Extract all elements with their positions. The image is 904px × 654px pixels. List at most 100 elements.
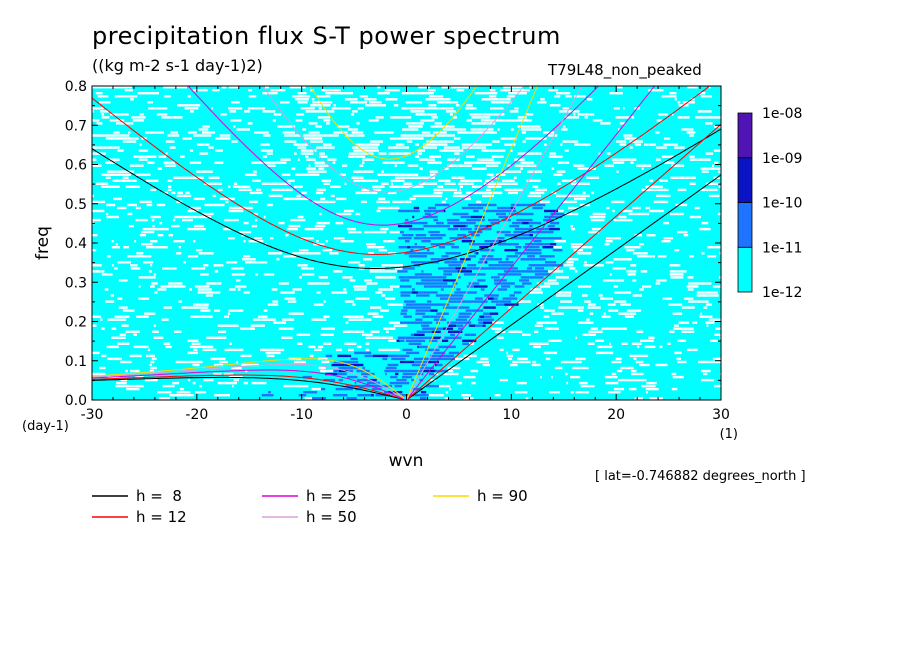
- spectrum-cell: [347, 375, 355, 379]
- spectrum-cell: [708, 188, 718, 192]
- spectrum-cell: [270, 237, 274, 240]
- spectrum-cell: [127, 122, 134, 125]
- spectrum-cell: [584, 300, 591, 303]
- spectrum-cell: [488, 297, 494, 300]
- spectrum-cell: [433, 218, 439, 222]
- spectrum-cell: [684, 321, 689, 324]
- spectrum-cell: [333, 270, 341, 273]
- spectrum-cell: [205, 294, 213, 297]
- spectrum-cell: [326, 122, 330, 125]
- spectrum-cell: [151, 357, 157, 361]
- spectrum-cell: [194, 285, 210, 288]
- spectrum-cell: [506, 354, 513, 358]
- spectrum-cell: [671, 387, 678, 391]
- spectrum-cell: [446, 267, 456, 270]
- spectrum-cell: [529, 291, 543, 294]
- spectrum-cell: [620, 366, 634, 370]
- spectrum-cell: [266, 164, 276, 167]
- spectrum-cell: [556, 294, 571, 297]
- spectrum-cell: [481, 149, 493, 152]
- spectrum-cell: [423, 291, 438, 294]
- spectrum-cell: [501, 285, 506, 288]
- spectrum-cell: [493, 276, 498, 279]
- spectrum-cell: [472, 146, 487, 149]
- spectrum-cell: [555, 276, 569, 279]
- spectrum-cell: [136, 315, 146, 318]
- spectrum-cell: [237, 348, 244, 352]
- spectrum-cell: [310, 140, 324, 143]
- spectrum-cell: [300, 107, 315, 110]
- spectrum-cell: [378, 288, 393, 291]
- spectrum-cell: [157, 234, 164, 237]
- spectrum-cell: [372, 185, 380, 188]
- spectrum-cell: [661, 95, 677, 98]
- spectrum-cell: [689, 182, 696, 185]
- spectrum-cell: [388, 206, 400, 210]
- spectrum-cell: [345, 387, 353, 391]
- spectrum-cell: [135, 218, 148, 222]
- spectrum-cell: [375, 291, 383, 294]
- spectrum-cell: [255, 273, 258, 276]
- spectrum-cell: [130, 369, 140, 373]
- spectrum-cell: [251, 224, 258, 228]
- spectrum-cell: [553, 246, 562, 249]
- spectrum-cell: [606, 206, 610, 210]
- spectrum-cell: [101, 354, 107, 358]
- spectrum-cell: [634, 234, 642, 237]
- spectrum-cell: [465, 309, 472, 312]
- spectrum-cell: [451, 146, 460, 149]
- spectrum-cell: [370, 140, 383, 143]
- spectrum-cell: [667, 237, 673, 240]
- spectrum-cell: [430, 107, 443, 110]
- spectrum-cell: [410, 249, 414, 252]
- spectrum-cell: [490, 107, 504, 110]
- spectrum-cell: [481, 98, 492, 101]
- spectrum-cell: [203, 378, 214, 382]
- spectrum-cell: [636, 378, 645, 382]
- spectrum-cell: [437, 237, 443, 240]
- spectrum-cell: [447, 140, 455, 143]
- spectrum-cell: [364, 279, 372, 282]
- spectrum-cell: [493, 279, 500, 282]
- spectrum-cell: [194, 391, 206, 394]
- spectrum-cell: [404, 152, 411, 155]
- spectrum-cell: [532, 360, 537, 364]
- spectrum-cell: [294, 98, 309, 101]
- spectrum-cell: [378, 230, 387, 234]
- spectrum-cell: [406, 381, 410, 385]
- spectrum-cell: [358, 230, 362, 234]
- spectrum-cell: [199, 152, 209, 155]
- spectrum-cell: [167, 179, 173, 182]
- spectrum-cell: [105, 137, 114, 140]
- spectrum-cell: [196, 215, 199, 219]
- spectrum-cell: [101, 173, 116, 176]
- spectrum-cell: [247, 122, 253, 125]
- spectrum-cell: [671, 164, 685, 167]
- spectrum-cell: [481, 243, 491, 246]
- spectrum-cell: [362, 158, 375, 161]
- spectrum-cell: [111, 327, 117, 330]
- spectrum-cell: [539, 255, 555, 258]
- spectrum-cell: [251, 107, 262, 110]
- spectrum-cell: [517, 116, 527, 119]
- spectrum-cell: [548, 215, 562, 219]
- spectrum-cell: [303, 137, 309, 140]
- spectrum-cell: [426, 330, 432, 333]
- spectrum-cell: [168, 185, 172, 188]
- spectrum-cell: [367, 252, 374, 255]
- x-tick-label: 20: [607, 407, 625, 423]
- spectrum-cell: [248, 240, 256, 243]
- spectrum-cell: [138, 285, 141, 288]
- spectrum-cell: [373, 143, 380, 146]
- spectrum-cell: [614, 291, 624, 294]
- spectrum-cell: [673, 327, 688, 330]
- spectrum-cell: [428, 336, 434, 339]
- spectrum-cell: [632, 206, 641, 210]
- spectrum-cell: [564, 116, 580, 119]
- spectrum-cell: [346, 342, 357, 345]
- spectrum-cell: [482, 203, 497, 207]
- spectrum-cell: [467, 237, 471, 240]
- spectrum-cell: [463, 273, 473, 276]
- spectrum-cell: [260, 143, 270, 146]
- spectrum-cell: [701, 252, 705, 255]
